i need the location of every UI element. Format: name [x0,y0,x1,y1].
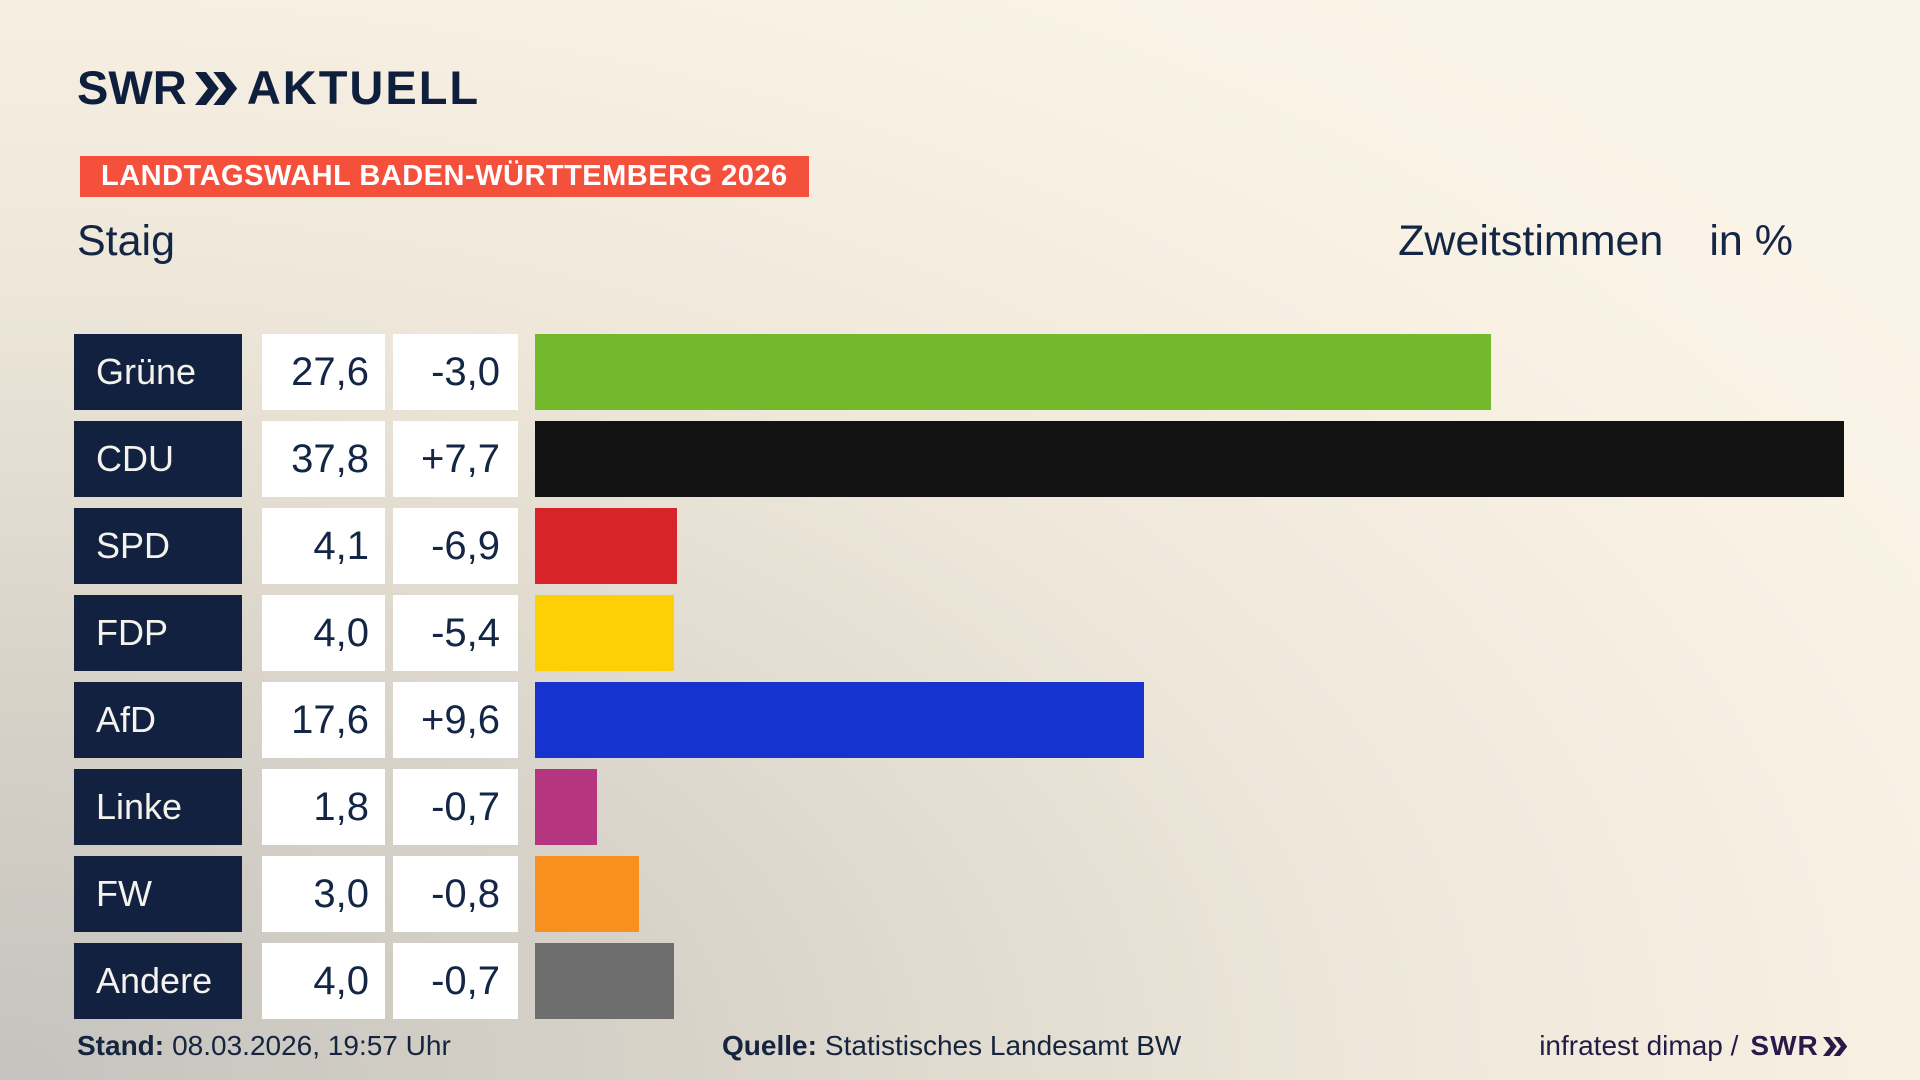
swr-wordmark: SWR [77,61,187,114]
chart-row: AfD 17,6 +9,6 [74,682,1920,758]
party-bar [535,856,639,932]
party-label: FW [74,856,242,932]
party-bar [535,334,1491,410]
party-bar [535,508,677,584]
bar-area [535,769,1920,845]
value-cell: 4,1 [262,508,385,584]
chart-row: Linke 1,8 -0,7 [74,769,1920,845]
party-label: Linke [74,769,242,845]
party-label: Andere [74,943,242,1019]
source-note: Quelle: Statistisches Landesamt BW [722,1029,1181,1063]
municipality-title: Staig [77,217,176,265]
party-bar [535,595,674,671]
delta-cell: -6,9 [393,508,518,584]
bar-area [535,334,1920,410]
value-cell: 27,6 [262,334,385,410]
party-bar [535,943,674,1019]
delta-cell: -0,8 [393,856,518,932]
party-bar [535,769,598,845]
bar-area [535,421,1920,497]
stand-label: Stand: [77,1030,165,1061]
stand-timestamp: Stand: 08.03.2026, 19:57 Uhr [77,1029,451,1063]
party-label: SPD [74,508,242,584]
bar-area [535,682,1920,758]
credit-swr-wordmark: SWR [1750,1030,1819,1061]
bar-area [535,943,1920,1019]
bar-area [535,508,1920,584]
party-bar [535,682,1145,758]
delta-cell: -0,7 [393,769,518,845]
party-label: AfD [74,682,242,758]
chart-row: Andere 4,0 -0,7 [74,943,1920,1019]
delta-cell: -5,4 [393,595,518,671]
double-chevron-icon [194,72,237,105]
party-label: FDP [74,595,242,671]
unit-label: in % [1709,217,1793,265]
delta-cell: -3,0 [393,334,518,410]
chart-row: FW 3,0 -0,8 [74,856,1920,932]
delta-cell: -0,7 [393,943,518,1019]
credit-text: infratest dimap / [1539,1030,1739,1061]
source-value: Statistisches Landesamt BW [824,1030,1182,1061]
measure-label: Zweitstimmen [1398,217,1664,265]
aktuell-wordmark: AKTUELL [246,61,481,114]
value-cell: 37,8 [262,421,385,497]
value-cell: 17,6 [262,682,385,758]
value-cell: 4,0 [262,595,385,671]
title-banner: LANDTAGSWAHL BADEN-WÜRTTEMBERG 2026 [80,156,809,197]
stand-value: 08.03.2026, 19:57 Uhr [172,1030,451,1061]
chart-row: CDU 37,8 +7,7 [74,421,1920,497]
party-label: CDU [74,421,242,497]
delta-cell: +7,7 [393,421,518,497]
bar-area [535,856,1920,932]
value-cell: 3,0 [262,856,385,932]
chart-row: Grüne 27,6 -3,0 [74,334,1920,410]
double-chevron-icon [1822,1036,1847,1056]
party-label: Grüne [74,334,242,410]
chart-row: FDP 4,0 -5,4 [74,595,1920,671]
value-cell: 4,0 [262,943,385,1019]
measure-title: Zweitstimmen in % [1398,216,1793,268]
source-label: Quelle: [722,1030,817,1061]
chart-row: SPD 4,1 -6,9 [74,508,1920,584]
swr-aktuell-logo: SWR AKTUELL [77,64,480,111]
delta-cell: +9,6 [393,682,518,758]
bar-chart: Grüne 27,6 -3,0 CDU 37,8 +7,7 SPD 4,1 -6… [74,334,1920,1030]
party-bar [535,421,1844,497]
credit-note: infratest dimap / SWR [1539,1029,1847,1063]
value-cell: 1,8 [262,769,385,845]
bar-area [535,595,1920,671]
